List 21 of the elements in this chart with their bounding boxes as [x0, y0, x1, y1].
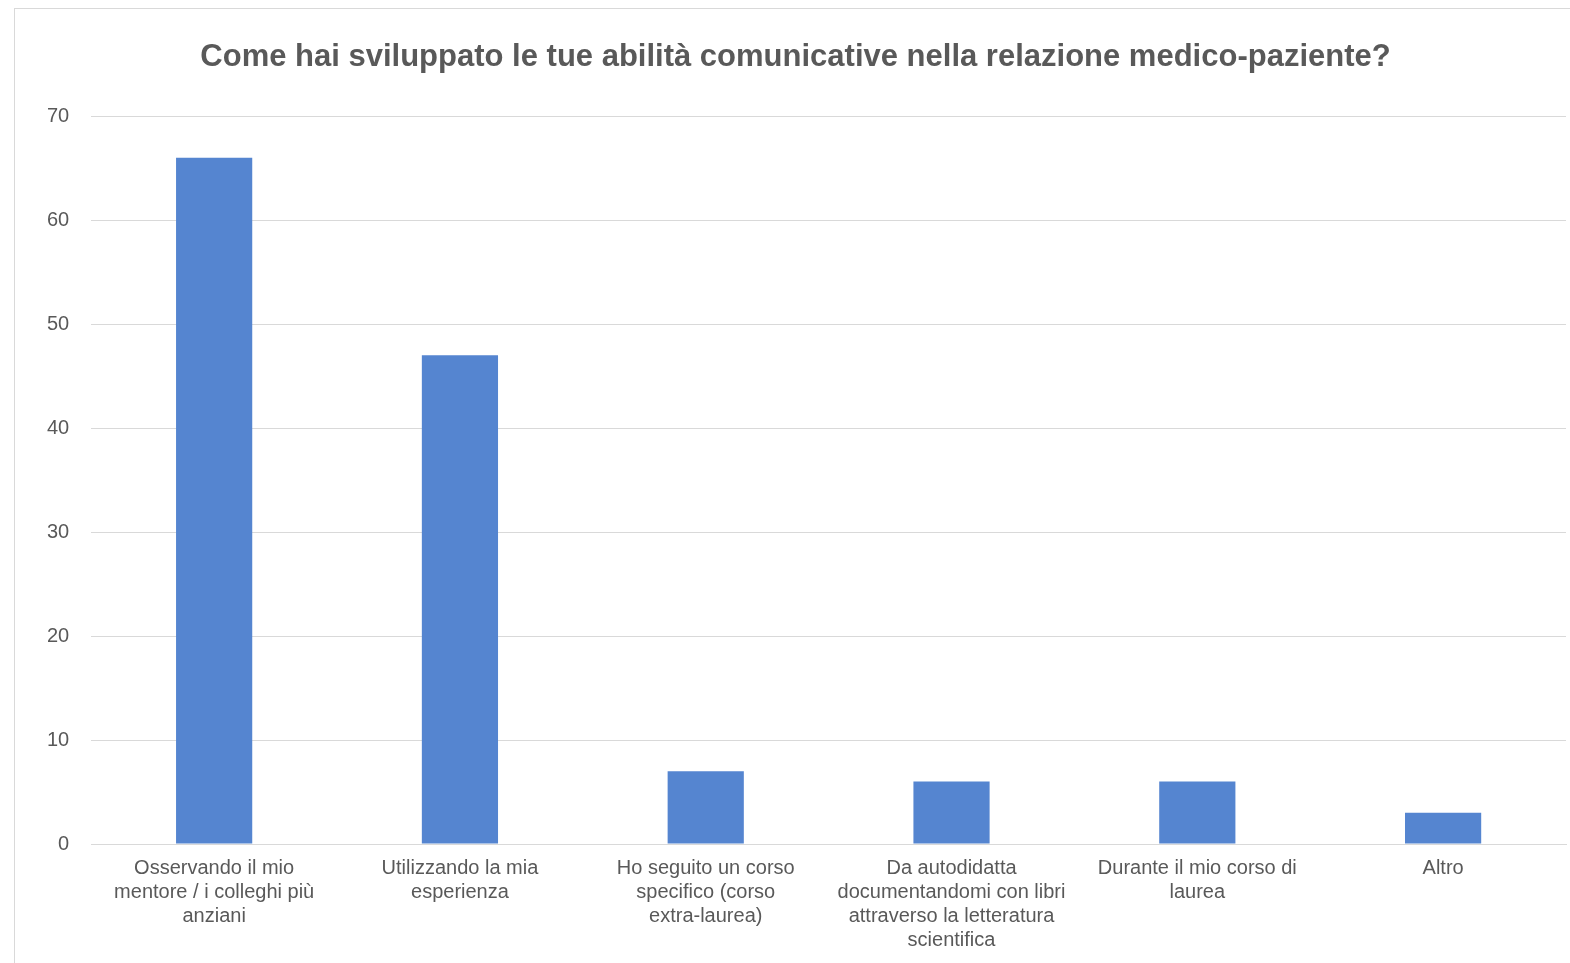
- y-tick-label: 60: [47, 207, 70, 230]
- y-tick-label: 40: [47, 415, 70, 438]
- y-tick-label: 20: [47, 623, 70, 646]
- y-tick-label: 70: [47, 103, 70, 126]
- bar: [667, 771, 744, 844]
- bar: [1159, 781, 1236, 844]
- y-tick-label: 10: [47, 727, 70, 750]
- bar: [421, 355, 499, 844]
- chart-title: Come hai sviluppato le tue abilità comunicative nella relazione medico-paziente?: [200, 38, 1391, 74]
- bar: [913, 781, 990, 844]
- bar: [1405, 812, 1482, 844]
- x-tick-label: Osservando il mio mentore / i colleghi più anziani: [114, 855, 315, 926]
- bar: [176, 157, 253, 844]
- x-tick-label: Ho seguito un corso specifico (corso extra-laurea): [616, 855, 795, 926]
- x-tick-label: Da autodidatta documentandomi con libri attraverso la letteratura scientifica: [837, 855, 1066, 950]
- x-tick-label: Utilizzando la mia esperienza: [381, 855, 540, 902]
- y-tick-label: 30: [47, 519, 70, 542]
- y-tick-label: 0: [58, 831, 70, 854]
- y-tick-label: 50: [47, 311, 70, 334]
- x-tick-label: Altro: [1422, 855, 1464, 878]
- x-tick-label: Durante il mio corso di laurea: [1097, 855, 1297, 902]
